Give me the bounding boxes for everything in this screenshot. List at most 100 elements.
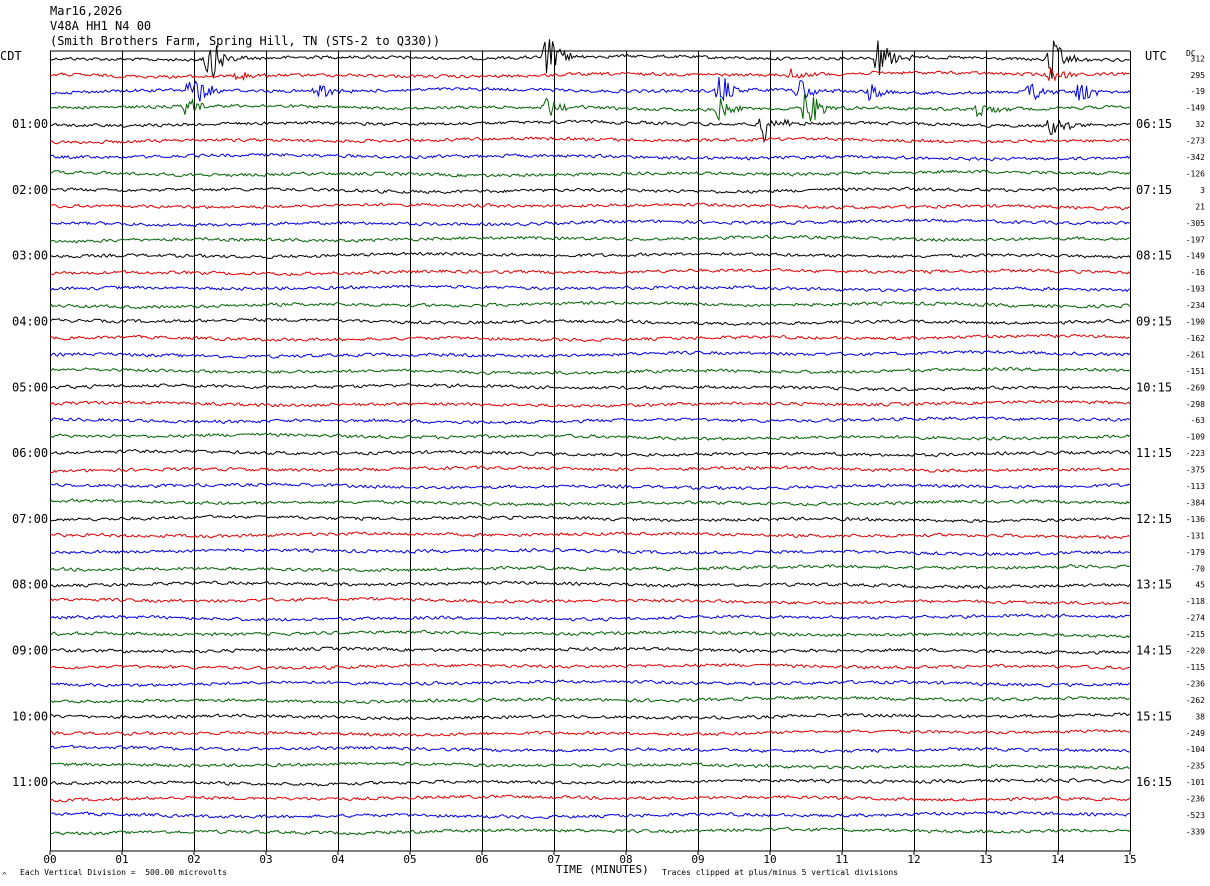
dc-offset-40: -262 <box>1186 696 1205 705</box>
dc-offset-10: 21 <box>1195 202 1205 211</box>
trace-8 <box>49 169 1131 178</box>
utc-label-10:15: 10:15 <box>1136 380 1172 394</box>
dc-offset-8: -126 <box>1186 169 1205 178</box>
x-tick-label-14: 14 <box>1051 853 1065 866</box>
dc-offset-17: -190 <box>1186 318 1205 327</box>
trace-21 <box>49 383 1131 392</box>
dc-offset-13: -149 <box>1186 252 1205 261</box>
x-axis-ticks: 00 01 02 03 04 05 06 07 08 09 10 11 12 13 14 15 <box>43 851 1137 866</box>
dc-offset-29: -136 <box>1186 515 1205 524</box>
trace-16 <box>49 300 1131 310</box>
dc-offset-46: -236 <box>1186 795 1205 804</box>
trace-48 <box>49 826 1131 836</box>
trace-32 <box>49 564 1131 573</box>
trace-34 <box>49 596 1130 606</box>
dc-offset-18: -162 <box>1186 334 1205 343</box>
trace-3 <box>49 76 1131 102</box>
trace-33 <box>49 580 1131 589</box>
x-tick-label-10: 10 <box>763 853 776 866</box>
x-tick-label-07: 07 <box>547 853 560 866</box>
dc-offset-36: -215 <box>1186 630 1205 639</box>
utc-label-11:15: 11:15 <box>1136 446 1172 460</box>
x-tick-label-01: 01 <box>115 853 128 866</box>
dc-offset-32: -70 <box>1191 564 1206 573</box>
utc-hour-labels: 06:15 07:15 08:15 09:15 10:15 11:15 12:15 13:15… <box>1136 117 1172 789</box>
dc-offset-31: -179 <box>1186 548 1205 557</box>
cdt-label-09:00: 09:00 <box>12 644 48 658</box>
trace-10 <box>49 202 1131 211</box>
dc-offset-35: -274 <box>1186 614 1205 623</box>
trace-5 <box>49 118 1131 144</box>
cdt-label-11:00: 11:00 <box>12 775 48 789</box>
utc-label-09:15: 09:15 <box>1136 315 1172 329</box>
dc-offset-37: -220 <box>1186 647 1205 656</box>
utc-label-07:15: 07:15 <box>1136 183 1172 197</box>
x-tick-label-12: 12 <box>907 853 920 866</box>
dc-offset-27: -113 <box>1186 482 1205 491</box>
dc-offset-20: -151 <box>1186 367 1205 376</box>
x-tick-label-09: 09 <box>691 853 704 866</box>
x-tick-label-08: 08 <box>619 853 632 866</box>
dc-offset-38: -115 <box>1186 663 1205 672</box>
dc-offset-25: -223 <box>1186 449 1205 458</box>
trace-11 <box>49 218 1131 228</box>
x-tick-label-13: 13 <box>979 853 992 866</box>
trace-15 <box>49 284 1131 293</box>
trace-19 <box>49 350 1131 359</box>
dc-offset-22: -298 <box>1186 400 1205 409</box>
trace-23 <box>49 416 1131 425</box>
trace-36 <box>49 629 1131 639</box>
trace-30 <box>49 531 1131 540</box>
dc-offset-7: -342 <box>1186 153 1205 162</box>
trace-27 <box>49 482 1131 491</box>
dc-offset-33: 45 <box>1195 581 1205 590</box>
left-timezone-label: CDT <box>0 49 22 63</box>
x-tick-label-05: 05 <box>403 853 416 866</box>
dc-offset-2: 295 <box>1191 71 1206 80</box>
x-tick-label-03: 03 <box>259 853 272 866</box>
dc-offset-3: -19 <box>1191 87 1206 96</box>
trace-22 <box>49 399 1131 408</box>
trace-44 <box>49 761 1131 770</box>
dc-offset-28: -384 <box>1186 498 1205 507</box>
utc-label-06:15: 06:15 <box>1136 117 1172 131</box>
x-tick-label-02: 02 <box>187 853 200 866</box>
station-id: V48A HH1 N4 00 <box>50 19 152 33</box>
utc-label-13:15: 13:15 <box>1136 578 1172 592</box>
trace-12 <box>49 234 1131 244</box>
dc-offset-4: -149 <box>1186 104 1205 113</box>
dc-offset-44: -235 <box>1186 762 1205 771</box>
dc-offset-15: -193 <box>1186 285 1205 294</box>
utc-label-15:15: 15:15 <box>1136 709 1172 723</box>
dc-offset-45: -101 <box>1186 778 1205 787</box>
trace-45 <box>49 778 1131 787</box>
trace-25 <box>49 448 1131 458</box>
utc-label-16:15: 16:15 <box>1136 775 1172 789</box>
cdt-label-06:00: 06:00 <box>12 446 48 460</box>
dc-column-label: DC <box>1186 49 1196 58</box>
dc-offset-41: 38 <box>1195 712 1205 721</box>
corner-mark: ^ <box>2 871 7 880</box>
trace-35 <box>49 613 1131 622</box>
trace-17 <box>49 317 1131 326</box>
dc-offset-43: -104 <box>1186 745 1205 754</box>
x-tick-label-00: 00 <box>43 853 56 866</box>
trace-1 <box>49 39 1131 79</box>
trace-18 <box>49 333 1131 343</box>
trace-13 <box>49 251 1131 260</box>
utc-label-08:15: 08:15 <box>1136 249 1172 263</box>
dc-offset-1: 312 <box>1191 54 1206 63</box>
site-description: (Smith Brothers Farm, Spring Hill, TN (S… <box>50 34 441 48</box>
dc-offset-26: -375 <box>1186 466 1205 475</box>
dc-offset-11: -305 <box>1186 219 1205 228</box>
trace-14 <box>49 268 1131 277</box>
trace-7 <box>49 152 1131 162</box>
dc-offset-16: -234 <box>1186 301 1205 310</box>
dc-offset-34: -118 <box>1186 597 1205 606</box>
trace-46 <box>49 794 1131 803</box>
cdt-label-03:00: 03:00 <box>12 249 48 263</box>
trace-47 <box>49 810 1131 820</box>
x-axis-title: TIME (MINUTES) <box>556 863 649 876</box>
x-tick-label-06: 06 <box>475 853 488 866</box>
cdt-label-07:00: 07:00 <box>12 512 48 526</box>
